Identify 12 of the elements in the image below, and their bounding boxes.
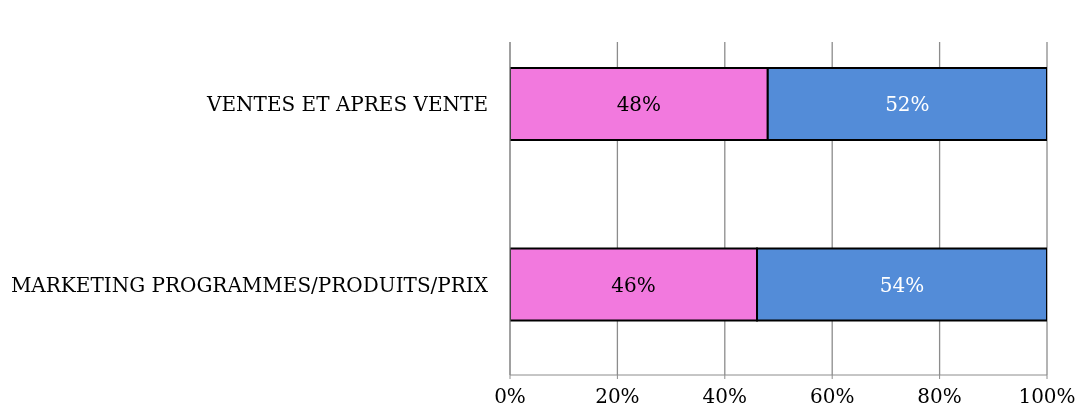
data-label: 48% — [616, 92, 662, 117]
x-tick-label: 20% — [595, 384, 640, 409]
x-tick-label: 60% — [809, 384, 855, 409]
data-label: 46% — [611, 272, 656, 297]
x-tick-label: 0% — [494, 384, 526, 409]
y-tick-label: VENTES ET APRES VENTE — [206, 92, 488, 117]
x-tick-label: 80% — [917, 384, 962, 409]
y-tick-label: MARKETING PROGRAMMES/PRODUITS/PRIX — [10, 272, 489, 297]
data-label: 54% — [879, 272, 925, 297]
x-tick-label: 100% — [1018, 384, 1076, 409]
data-label: 52% — [885, 92, 930, 117]
x-tick-label: 40% — [702, 384, 748, 409]
